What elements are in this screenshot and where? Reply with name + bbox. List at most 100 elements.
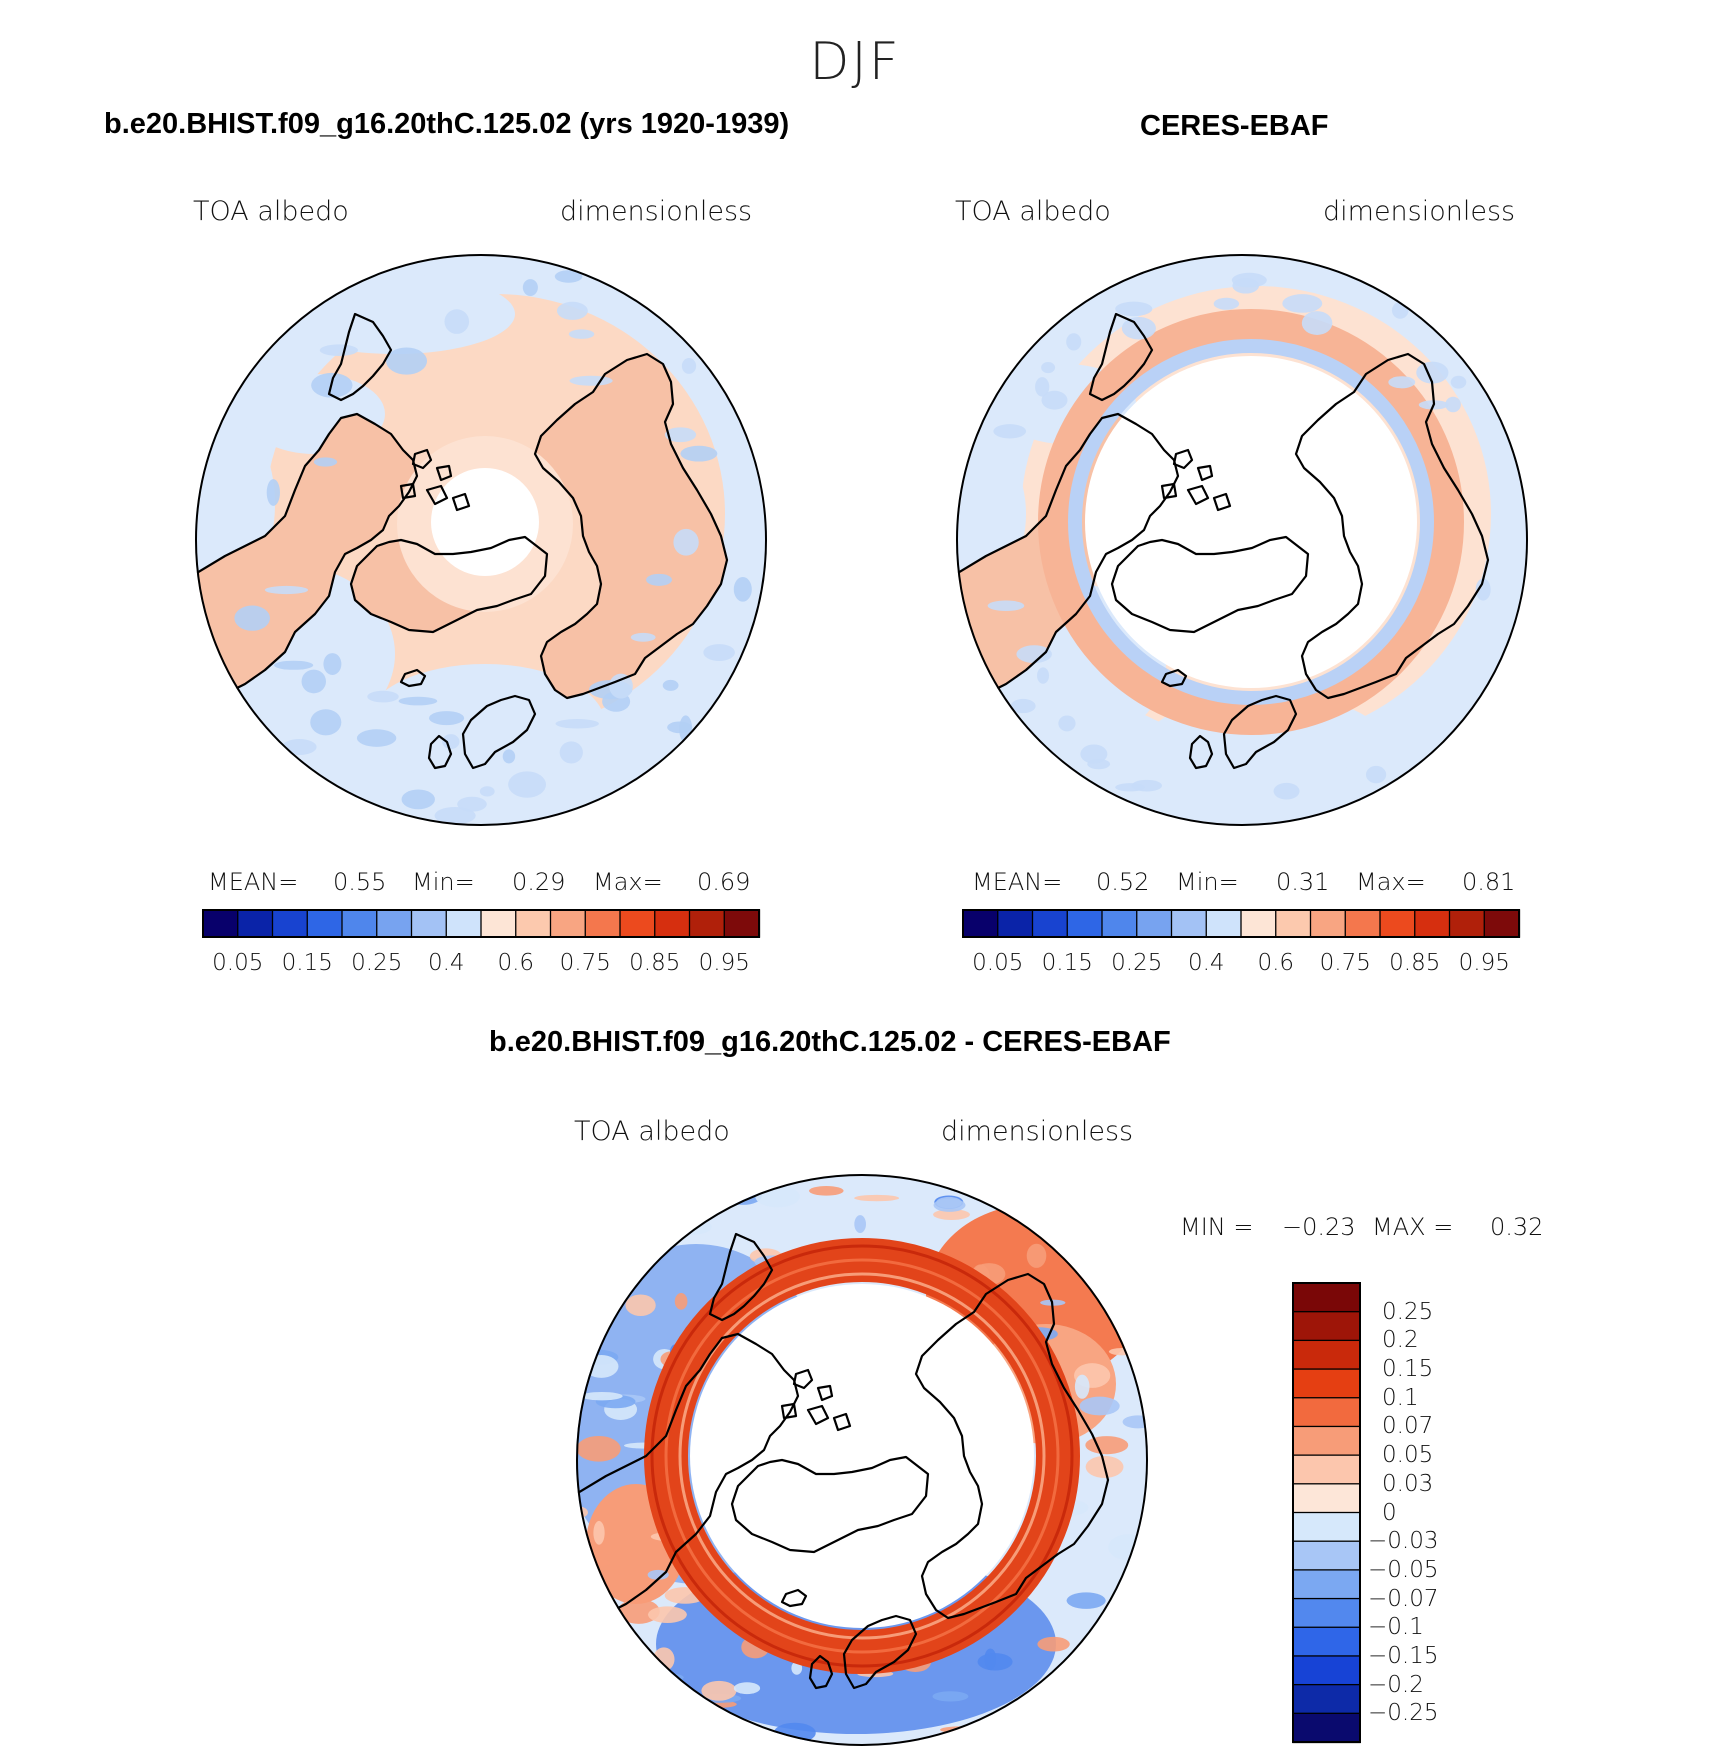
colorbar-obs-tick-label: 0.25 xyxy=(1111,950,1163,976)
panel-model-variable-label: TOA albedo xyxy=(193,196,349,227)
colorbar-model-swatch xyxy=(549,909,587,938)
map-obs xyxy=(956,254,1528,826)
colorbar-diff-swatch xyxy=(1292,1454,1361,1485)
colorbar-diff-tick-label: 0.1 xyxy=(1382,1384,1419,1411)
colorbar-diff-tick-label: 0 xyxy=(1382,1499,1397,1526)
colorbar-diff-swatch xyxy=(1292,1311,1361,1342)
colorbar-model-swatch xyxy=(654,909,691,938)
panel-obs-min-value: 0.31 xyxy=(1276,868,1330,896)
colorbar-obs-swatch xyxy=(1483,909,1521,938)
colorbar-model xyxy=(202,909,761,938)
map-model xyxy=(195,254,767,826)
panel-model-units-label: dimensionless xyxy=(560,196,753,227)
colorbar-diff-swatch xyxy=(1292,1569,1361,1600)
colorbar-model-swatch xyxy=(237,909,274,938)
colorbar-model-swatch xyxy=(688,909,726,938)
coastline-iceland xyxy=(780,1588,808,1608)
colorbar-model-tick-label: 0.15 xyxy=(281,950,333,976)
panel-obs-variable-label: TOA albedo xyxy=(955,196,1111,227)
colorbar-diff-tick-label: 0.07 xyxy=(1382,1413,1434,1440)
panel-model-max-label: Max= xyxy=(593,868,663,896)
panel-diff-max-label: MAX = xyxy=(1372,1213,1454,1241)
coastline-siberia xyxy=(914,1272,1110,1620)
colorbar-model-swatch xyxy=(445,909,483,938)
panel-diff-min-label: MIN = xyxy=(1180,1213,1254,1241)
panel-model-min-label: Min= xyxy=(412,868,475,896)
panel-obs-max-label: Max= xyxy=(1356,868,1426,896)
colorbar-model-swatch xyxy=(376,909,413,938)
colorbar-model-swatch xyxy=(584,909,622,938)
colorbar-diff-tick-label: 0.05 xyxy=(1382,1442,1434,1469)
colorbar-obs-swatch xyxy=(962,909,999,938)
panel-diff-units-label: dimensionless xyxy=(941,1116,1134,1147)
colorbar-obs-swatch xyxy=(1379,909,1416,938)
colorbar-model-tick-label: 0.85 xyxy=(629,950,681,976)
coastline-uk xyxy=(427,734,453,770)
panel-obs-title: CERES-EBAF xyxy=(1140,110,1329,142)
panel-obs-min-label: Min= xyxy=(1176,868,1239,896)
colorbar-obs-swatch xyxy=(1448,909,1486,938)
colorbar-obs-swatch xyxy=(1101,909,1138,938)
colorbar-obs-tick-label: 0.75 xyxy=(1319,950,1371,976)
colorbar-diff-tick-label: −0.25 xyxy=(1368,1700,1439,1727)
coastline-greenland xyxy=(349,535,549,634)
colorbar-diff-tick-label: −0.05 xyxy=(1368,1556,1439,1583)
colorbar-obs-tick-label: 0.15 xyxy=(1041,950,1093,976)
colorbar-diff-tick-label: 0.15 xyxy=(1382,1356,1434,1383)
colorbar-model-swatch xyxy=(202,909,239,938)
colorbar-diff-swatch xyxy=(1292,1626,1361,1658)
colorbar-diff-swatch xyxy=(1292,1597,1361,1629)
colorbar-diff-swatch xyxy=(1292,1712,1361,1744)
colorbar-obs-tick-label: 0.85 xyxy=(1389,950,1441,976)
colorbar-diff-swatch xyxy=(1292,1511,1361,1543)
colorbar-model-tick-label: 0.6 xyxy=(497,950,535,976)
colorbar-obs-swatch xyxy=(1031,909,1069,938)
coastline-islands xyxy=(399,448,471,512)
colorbar-obs-swatch xyxy=(1414,909,1451,938)
panel-model-mean-value: 0.55 xyxy=(333,868,387,896)
colorbar-obs-swatch xyxy=(1275,909,1312,938)
coastline-alaska xyxy=(708,1232,774,1322)
coastline-canada xyxy=(195,412,419,708)
panel-model-mean-label: MEAN= xyxy=(208,868,299,896)
colorbar-obs-swatch xyxy=(1066,909,1104,938)
map-diff xyxy=(576,1174,1148,1746)
panel-model-min-value: 0.29 xyxy=(512,868,566,896)
coastline-alaska xyxy=(327,312,393,402)
panel-diff-title: b.e20.BHIST.f09_g16.20thC.125.02 - CERES… xyxy=(489,1026,1171,1058)
coastline-islands xyxy=(780,1368,852,1432)
colorbar-obs-tick-label: 0.6 xyxy=(1257,950,1295,976)
colorbar-diff-tick-label: −0.03 xyxy=(1368,1528,1439,1555)
colorbar-model-swatch xyxy=(306,909,344,938)
colorbar-obs-swatch xyxy=(1240,909,1277,938)
coastline-islands xyxy=(1160,448,1232,512)
colorbar-model-tick-label: 0.95 xyxy=(698,950,750,976)
panel-model-max-value: 0.69 xyxy=(697,868,751,896)
colorbar-obs-tick-label: 0.4 xyxy=(1187,950,1225,976)
colorbar-model-swatch xyxy=(410,909,448,938)
colorbar-diff-swatch xyxy=(1292,1540,1361,1572)
panel-obs-mean-label: MEAN= xyxy=(972,868,1063,896)
panel-model-title: b.e20.BHIST.f09_g16.20thC.125.02 (yrs 19… xyxy=(104,108,790,140)
panel-diff-min-value: −0.23 xyxy=(1282,1213,1356,1241)
colorbar-diff-tick-label: −0.2 xyxy=(1368,1671,1424,1698)
colorbar-diff-tick-label: 0.2 xyxy=(1382,1327,1419,1354)
panel-diff-variable-label: TOA albedo xyxy=(574,1116,730,1147)
colorbar-model-swatch xyxy=(619,909,656,938)
coastline-greenland xyxy=(730,1455,930,1554)
colorbar-diff-swatch xyxy=(1292,1655,1361,1686)
coastline-siberia xyxy=(1294,352,1490,700)
colorbar-model-tick-label: 0.4 xyxy=(427,950,465,976)
coastline-iceland xyxy=(1160,668,1188,688)
colorbar-model-tick-label: 0.75 xyxy=(559,950,611,976)
panel-obs-max-value: 0.81 xyxy=(1462,868,1516,896)
coastline-greenland xyxy=(1110,535,1310,634)
colorbar-model-tick-label: 0.25 xyxy=(351,950,403,976)
colorbar-obs-swatch xyxy=(1309,909,1347,938)
colorbar-obs-swatch xyxy=(997,909,1034,938)
colorbar-diff-tick-label: −0.1 xyxy=(1368,1614,1424,1641)
coastline-scandinavia xyxy=(461,694,537,770)
colorbar-obs-tick-label: 0.95 xyxy=(1458,950,1510,976)
colorbar-obs-tick-label: 0.05 xyxy=(972,950,1024,976)
coastline-iceland xyxy=(399,668,427,688)
